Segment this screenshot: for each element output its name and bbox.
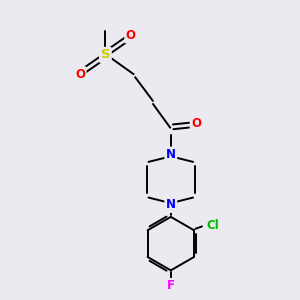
- Text: N: N: [166, 148, 176, 161]
- Text: N: N: [166, 199, 176, 212]
- Text: O: O: [126, 29, 136, 42]
- Text: F: F: [167, 279, 175, 292]
- Text: S: S: [100, 48, 110, 62]
- Text: Cl: Cl: [206, 219, 219, 232]
- Text: O: O: [75, 68, 85, 81]
- Text: O: O: [191, 117, 201, 130]
